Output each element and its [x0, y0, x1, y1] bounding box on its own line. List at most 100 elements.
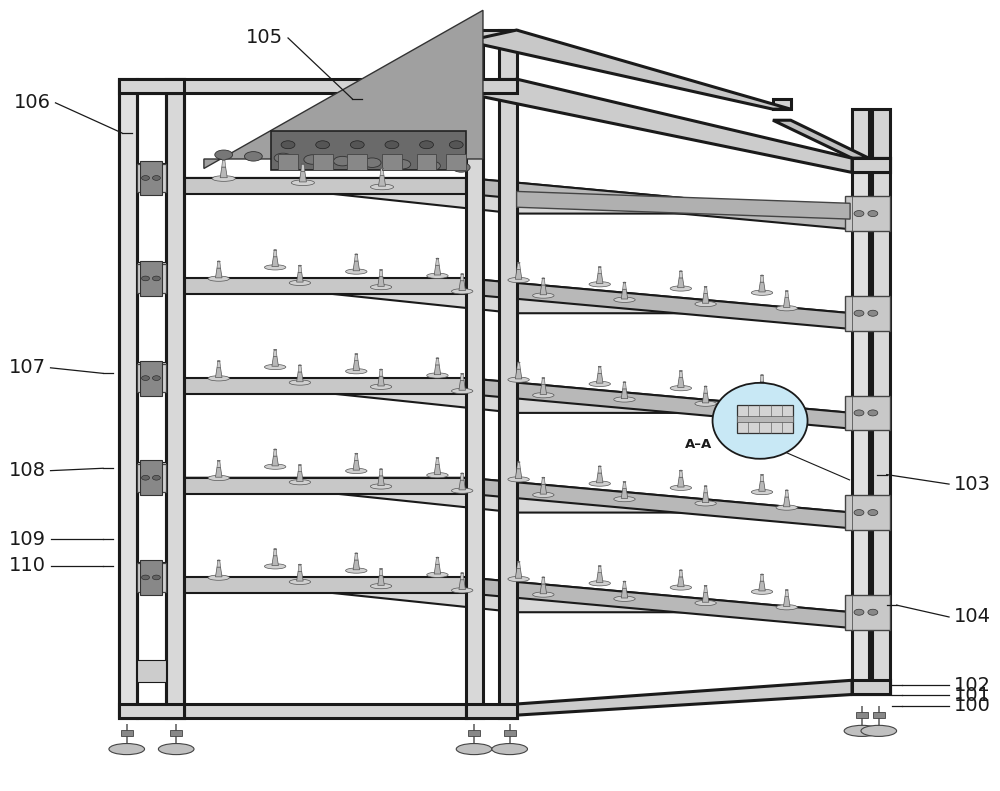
Polygon shape	[678, 377, 684, 388]
Ellipse shape	[289, 579, 311, 585]
Polygon shape	[299, 172, 306, 182]
Ellipse shape	[670, 485, 692, 490]
Polygon shape	[785, 391, 789, 397]
Polygon shape	[702, 592, 709, 602]
Polygon shape	[137, 163, 166, 185]
Polygon shape	[137, 264, 166, 293]
Polygon shape	[137, 704, 466, 718]
Polygon shape	[137, 262, 166, 284]
Ellipse shape	[517, 462, 520, 463]
Ellipse shape	[355, 254, 358, 255]
Polygon shape	[466, 178, 852, 229]
Polygon shape	[222, 160, 226, 167]
Polygon shape	[704, 486, 707, 493]
Polygon shape	[170, 730, 182, 736]
Ellipse shape	[517, 362, 520, 363]
Ellipse shape	[152, 276, 160, 281]
Ellipse shape	[208, 376, 229, 381]
Polygon shape	[704, 387, 707, 393]
Ellipse shape	[598, 466, 601, 467]
Polygon shape	[137, 563, 166, 592]
Polygon shape	[137, 660, 166, 682]
Polygon shape	[379, 569, 383, 576]
Ellipse shape	[589, 481, 610, 486]
Ellipse shape	[346, 269, 367, 274]
Ellipse shape	[142, 176, 149, 180]
Ellipse shape	[346, 468, 367, 474]
Ellipse shape	[614, 596, 635, 601]
Ellipse shape	[614, 297, 635, 302]
Ellipse shape	[670, 286, 692, 291]
Polygon shape	[137, 362, 166, 384]
Ellipse shape	[427, 273, 448, 278]
Polygon shape	[773, 120, 869, 158]
Polygon shape	[678, 477, 684, 487]
Polygon shape	[434, 464, 441, 475]
Polygon shape	[517, 263, 520, 270]
Polygon shape	[184, 577, 466, 593]
Ellipse shape	[679, 470, 682, 471]
Ellipse shape	[208, 276, 229, 282]
Ellipse shape	[854, 210, 864, 217]
Ellipse shape	[264, 265, 286, 270]
Polygon shape	[540, 285, 547, 295]
Ellipse shape	[785, 290, 788, 291]
Ellipse shape	[868, 210, 878, 217]
Polygon shape	[459, 281, 465, 290]
Polygon shape	[217, 560, 221, 567]
Polygon shape	[785, 590, 789, 596]
Ellipse shape	[142, 575, 149, 580]
Polygon shape	[515, 270, 522, 279]
Text: 101: 101	[954, 686, 991, 705]
Ellipse shape	[623, 382, 626, 383]
Polygon shape	[137, 364, 166, 392]
Polygon shape	[621, 290, 628, 299]
Ellipse shape	[670, 385, 692, 391]
Polygon shape	[273, 449, 277, 456]
Circle shape	[713, 383, 808, 459]
Ellipse shape	[461, 373, 464, 374]
Ellipse shape	[854, 410, 864, 416]
Polygon shape	[313, 154, 333, 170]
Polygon shape	[140, 460, 162, 495]
Ellipse shape	[451, 588, 473, 593]
Ellipse shape	[298, 265, 301, 266]
Ellipse shape	[152, 176, 160, 180]
Polygon shape	[679, 471, 683, 477]
Polygon shape	[466, 278, 852, 329]
Polygon shape	[466, 30, 791, 109]
Ellipse shape	[346, 568, 367, 573]
Polygon shape	[759, 282, 765, 292]
Polygon shape	[466, 378, 852, 429]
Polygon shape	[517, 191, 850, 219]
Polygon shape	[679, 371, 683, 377]
Polygon shape	[217, 361, 221, 368]
Ellipse shape	[461, 473, 464, 474]
Polygon shape	[204, 10, 483, 168]
Polygon shape	[852, 158, 890, 172]
Ellipse shape	[142, 376, 149, 380]
Polygon shape	[460, 474, 464, 480]
Ellipse shape	[695, 600, 716, 606]
Polygon shape	[215, 567, 222, 577]
Polygon shape	[273, 549, 277, 556]
Polygon shape	[702, 393, 709, 403]
Ellipse shape	[264, 464, 286, 469]
Polygon shape	[137, 562, 166, 585]
Polygon shape	[215, 368, 222, 377]
Polygon shape	[468, 730, 480, 736]
Ellipse shape	[208, 575, 229, 581]
Polygon shape	[499, 79, 517, 718]
Ellipse shape	[695, 501, 716, 506]
Ellipse shape	[274, 549, 277, 550]
Polygon shape	[760, 275, 764, 282]
Ellipse shape	[142, 475, 149, 480]
Ellipse shape	[451, 289, 473, 294]
Ellipse shape	[751, 589, 773, 594]
Ellipse shape	[854, 609, 864, 615]
Polygon shape	[542, 378, 545, 384]
Ellipse shape	[868, 509, 878, 516]
Ellipse shape	[704, 386, 707, 387]
Ellipse shape	[868, 310, 878, 316]
Polygon shape	[121, 730, 133, 736]
